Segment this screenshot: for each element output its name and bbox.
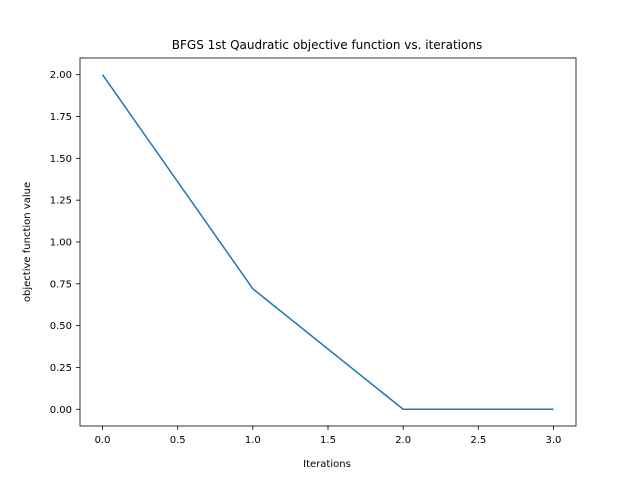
x-axis: 0.0 0.5 1.0 1.5 2.0 2.5 3.0 bbox=[95, 426, 562, 446]
y-tick-label: 1.50 bbox=[50, 154, 72, 165]
y-tick-label: 1.25 bbox=[50, 196, 72, 207]
y-tick-label: 1.00 bbox=[50, 238, 72, 249]
x-tick-label: 3.0 bbox=[546, 435, 562, 446]
x-tick-label: 0.5 bbox=[170, 435, 186, 446]
x-axis-label: Iterations bbox=[303, 459, 351, 470]
y-tick-label: 0.75 bbox=[50, 279, 72, 290]
y-axis: 0.00 0.25 0.50 0.75 1.00 1.25 1.50 1.75 2.00 bbox=[50, 70, 80, 416]
y-axis-label: objective function value bbox=[22, 182, 33, 302]
series-line bbox=[101, 74, 554, 411]
y-tick-label: 0.50 bbox=[50, 321, 72, 332]
plot-frame bbox=[79, 57, 577, 427]
x-tick-label: 1.5 bbox=[320, 435, 336, 446]
x-tick-label: 1.0 bbox=[245, 435, 261, 446]
x-tick-label: 0.0 bbox=[95, 435, 111, 446]
series-layer bbox=[101, 74, 554, 411]
y-tick-label: 1.75 bbox=[50, 112, 72, 123]
y-tick-label: 2.00 bbox=[50, 70, 72, 81]
x-tick-label: 2.5 bbox=[470, 435, 486, 446]
chart-title: BFGS 1st Qaudratic objective function vs… bbox=[172, 38, 482, 52]
y-tick-label: 0.00 bbox=[50, 405, 72, 416]
y-tick-label: 0.25 bbox=[50, 363, 72, 374]
x-tick-label: 2.0 bbox=[395, 435, 411, 446]
